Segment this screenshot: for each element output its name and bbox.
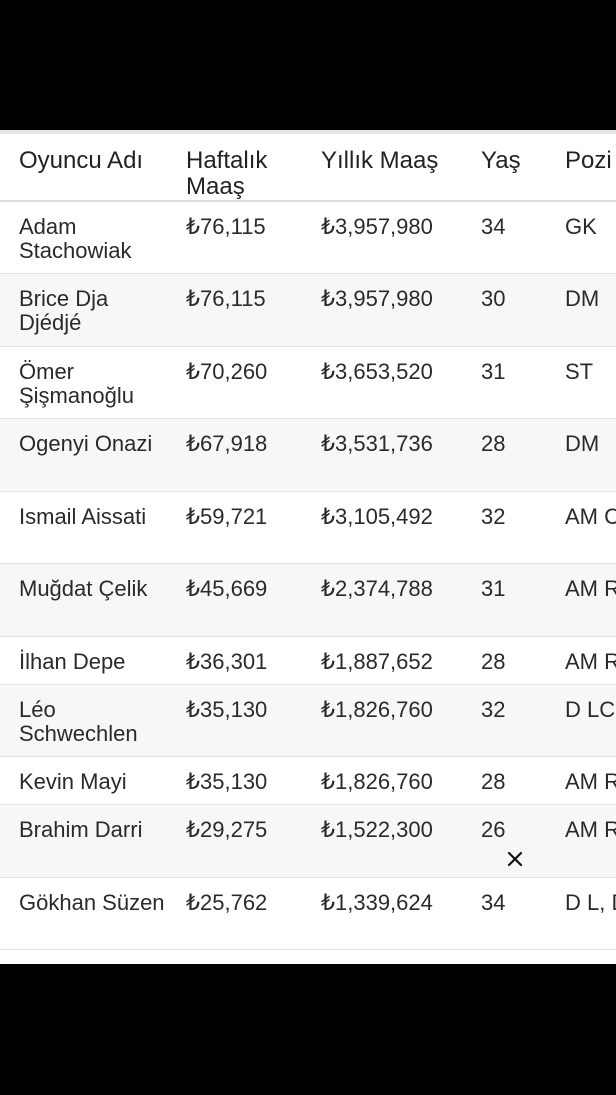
yearly-wage: ₺1,887,652: [303, 636, 463, 685]
player-position: AM R: [547, 563, 616, 637]
player-position: AM R: [547, 756, 616, 805]
player-name: Brice Dja Djédjé: [0, 273, 168, 347]
player-position: DM: [547, 418, 616, 492]
header-player-name[interactable]: Oyuncu Adı: [0, 134, 168, 202]
player-age: 31: [463, 346, 547, 419]
yearly-wage: ₺2,374,788: [303, 563, 463, 637]
player-age: 32: [463, 684, 547, 757]
weekly-wage: ₺76,115: [168, 273, 303, 347]
weekly-wage: ₺67,918: [168, 418, 303, 492]
close-icon[interactable]: [506, 850, 524, 868]
top-letterbox: [0, 0, 616, 130]
player-position: D LC: [547, 684, 616, 757]
player-age: 30: [463, 273, 547, 347]
table-row[interactable]: Kevin Mayi ₺35,130 ₺1,826,760 28 AM R: [0, 756, 616, 805]
yearly-wage: ₺3,957,980: [303, 201, 463, 274]
table-row[interactable]: Gökhan Süzen ₺25,762 ₺1,339,624 34 D L, …: [0, 877, 616, 950]
yearly-wage: ₺3,957,980: [303, 273, 463, 347]
player-name: Brahim Darri: [0, 804, 168, 878]
table-row[interactable]: Ogenyi Onazi ₺67,918 ₺3,531,736 28 DM: [0, 418, 616, 492]
yearly-wage: ₺3,531,736: [303, 418, 463, 492]
table-row[interactable]: Brice Dja Djédjé ₺76,115 ₺3,957,980 30 D…: [0, 273, 616, 347]
weekly-wage: ₺35,130: [168, 684, 303, 757]
weekly-wage: ₺76,115: [168, 201, 303, 274]
header-weekly-wage[interactable]: Haftalık Maaş: [168, 134, 303, 202]
salary-table: Oyuncu Adı Haftalık Maaş Yıllık Maaş Yaş…: [0, 134, 616, 950]
sheet-top-edge: [0, 130, 616, 134]
header-position[interactable]: Pozi: [547, 134, 616, 202]
player-age: 28: [463, 756, 547, 805]
table-row[interactable]: İlhan Depe ₺36,301 ₺1,887,652 28 AM R: [0, 636, 616, 685]
player-name: Adam Stachowiak: [0, 201, 168, 274]
table-row[interactable]: Ömer Şişmanoğlu ₺70,260 ₺3,653,520 31 ST: [0, 346, 616, 419]
player-age: 32: [463, 491, 547, 564]
player-age: 34: [463, 201, 547, 274]
yearly-wage: ₺1,339,624: [303, 877, 463, 950]
table-row[interactable]: Brahim Darri ₺29,275 ₺1,522,300 26 AM R: [0, 804, 616, 878]
player-age: 34: [463, 877, 547, 950]
player-position: DM: [547, 273, 616, 347]
weekly-wage: ₺29,275: [168, 804, 303, 878]
yearly-wage: ₺1,826,760: [303, 684, 463, 757]
player-position: GK: [547, 201, 616, 274]
player-name: Ismail Aissati: [0, 491, 168, 564]
player-name: Ömer Şişmanoğlu: [0, 346, 168, 419]
table-row[interactable]: Léo Schwechlen ₺35,130 ₺1,826,760 32 D L…: [0, 684, 616, 757]
player-name: Ogenyi Onazi: [0, 418, 168, 492]
yearly-wage: ₺1,522,300: [303, 804, 463, 878]
player-age: 31: [463, 563, 547, 637]
player-name: Kevin Mayi: [0, 756, 168, 805]
table-row[interactable]: Muğdat Çelik ₺45,669 ₺2,374,788 31 AM R: [0, 563, 616, 637]
table-row[interactable]: Ismail Aissati ₺59,721 ₺3,105,492 32 AM …: [0, 491, 616, 564]
player-position: AM R: [547, 804, 616, 878]
player-age: 28: [463, 418, 547, 492]
yearly-wage: ₺3,653,520: [303, 346, 463, 419]
weekly-wage: ₺25,762: [168, 877, 303, 950]
player-position: AM R: [547, 636, 616, 685]
yearly-wage: ₺1,826,760: [303, 756, 463, 805]
table-row[interactable]: Adam Stachowiak ₺76,115 ₺3,957,980 34 GK: [0, 201, 616, 274]
player-name: İlhan Depe: [0, 636, 168, 685]
weekly-wage: ₺70,260: [168, 346, 303, 419]
yearly-wage: ₺3,105,492: [303, 491, 463, 564]
player-age: 26: [463, 804, 547, 878]
weekly-wage: ₺36,301: [168, 636, 303, 685]
player-position: ST: [547, 346, 616, 419]
player-position: AM C: [547, 491, 616, 564]
bottom-letterbox: [0, 964, 616, 1095]
header-age[interactable]: Yaş: [463, 134, 547, 202]
player-position: D L, D: [547, 877, 616, 950]
table-header-row: Oyuncu Adı Haftalık Maaş Yıllık Maaş Yaş…: [0, 134, 616, 202]
player-name: Léo Schwechlen: [0, 684, 168, 757]
header-yearly-wage[interactable]: Yıllık Maaş: [303, 134, 463, 202]
salary-table-sheet: Oyuncu Adı Haftalık Maaş Yıllık Maaş Yaş…: [0, 130, 616, 964]
player-name: Muğdat Çelik: [0, 563, 168, 637]
weekly-wage: ₺35,130: [168, 756, 303, 805]
weekly-wage: ₺45,669: [168, 563, 303, 637]
player-name: Gökhan Süzen: [0, 877, 168, 950]
weekly-wage: ₺59,721: [168, 491, 303, 564]
player-age: 28: [463, 636, 547, 685]
